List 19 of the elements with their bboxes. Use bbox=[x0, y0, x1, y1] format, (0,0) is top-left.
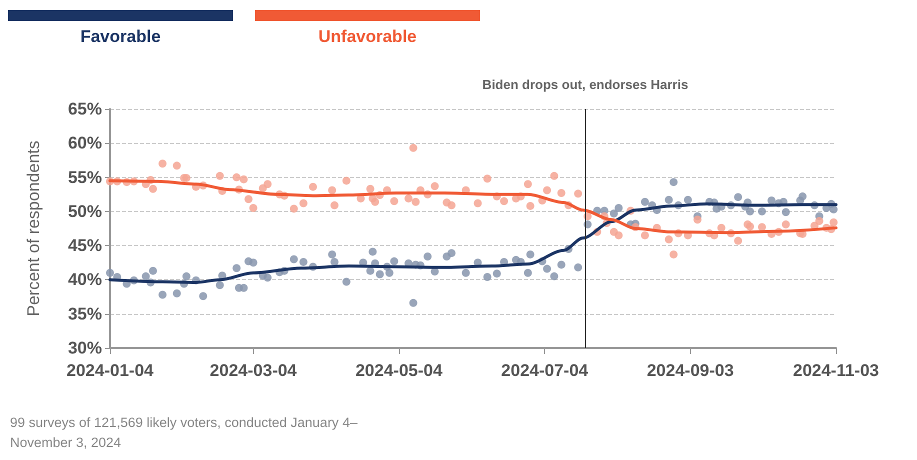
x-tick-label: 2024-07-04 bbox=[501, 361, 589, 380]
y-tick-label: 60% bbox=[68, 134, 102, 153]
text: 99 surveys of 121,569 likely voters, conducted January 4–November 3, 2024 bbox=[10, 414, 358, 452]
x-tick-label: 2024-11-03 bbox=[792, 361, 880, 380]
x-tick-label: 2024-05-04 bbox=[355, 361, 443, 380]
ref-line-label: Biden drops out, endorses Harris bbox=[482, 77, 688, 92]
x-tick-label: 2024-01-04 bbox=[66, 361, 154, 380]
text: Unfavorable bbox=[317, 27, 418, 47]
y-tick-label: 30% bbox=[68, 338, 102, 358]
y-tick-label: 50% bbox=[68, 202, 102, 221]
text: Favorable bbox=[79, 27, 162, 47]
x-tick-label: 2024-03-04 bbox=[210, 361, 298, 380]
y-tick-label: 45% bbox=[68, 236, 102, 256]
y-axis-title: Percent of respondents bbox=[24, 140, 43, 316]
y-tick-label: 40% bbox=[68, 270, 102, 290]
x-tick-label: 2024-09-03 bbox=[646, 361, 734, 380]
y-tick-label: 55% bbox=[68, 168, 102, 187]
y-tick-label: 65% bbox=[68, 100, 102, 118]
y-tick-label: 35% bbox=[68, 304, 102, 324]
